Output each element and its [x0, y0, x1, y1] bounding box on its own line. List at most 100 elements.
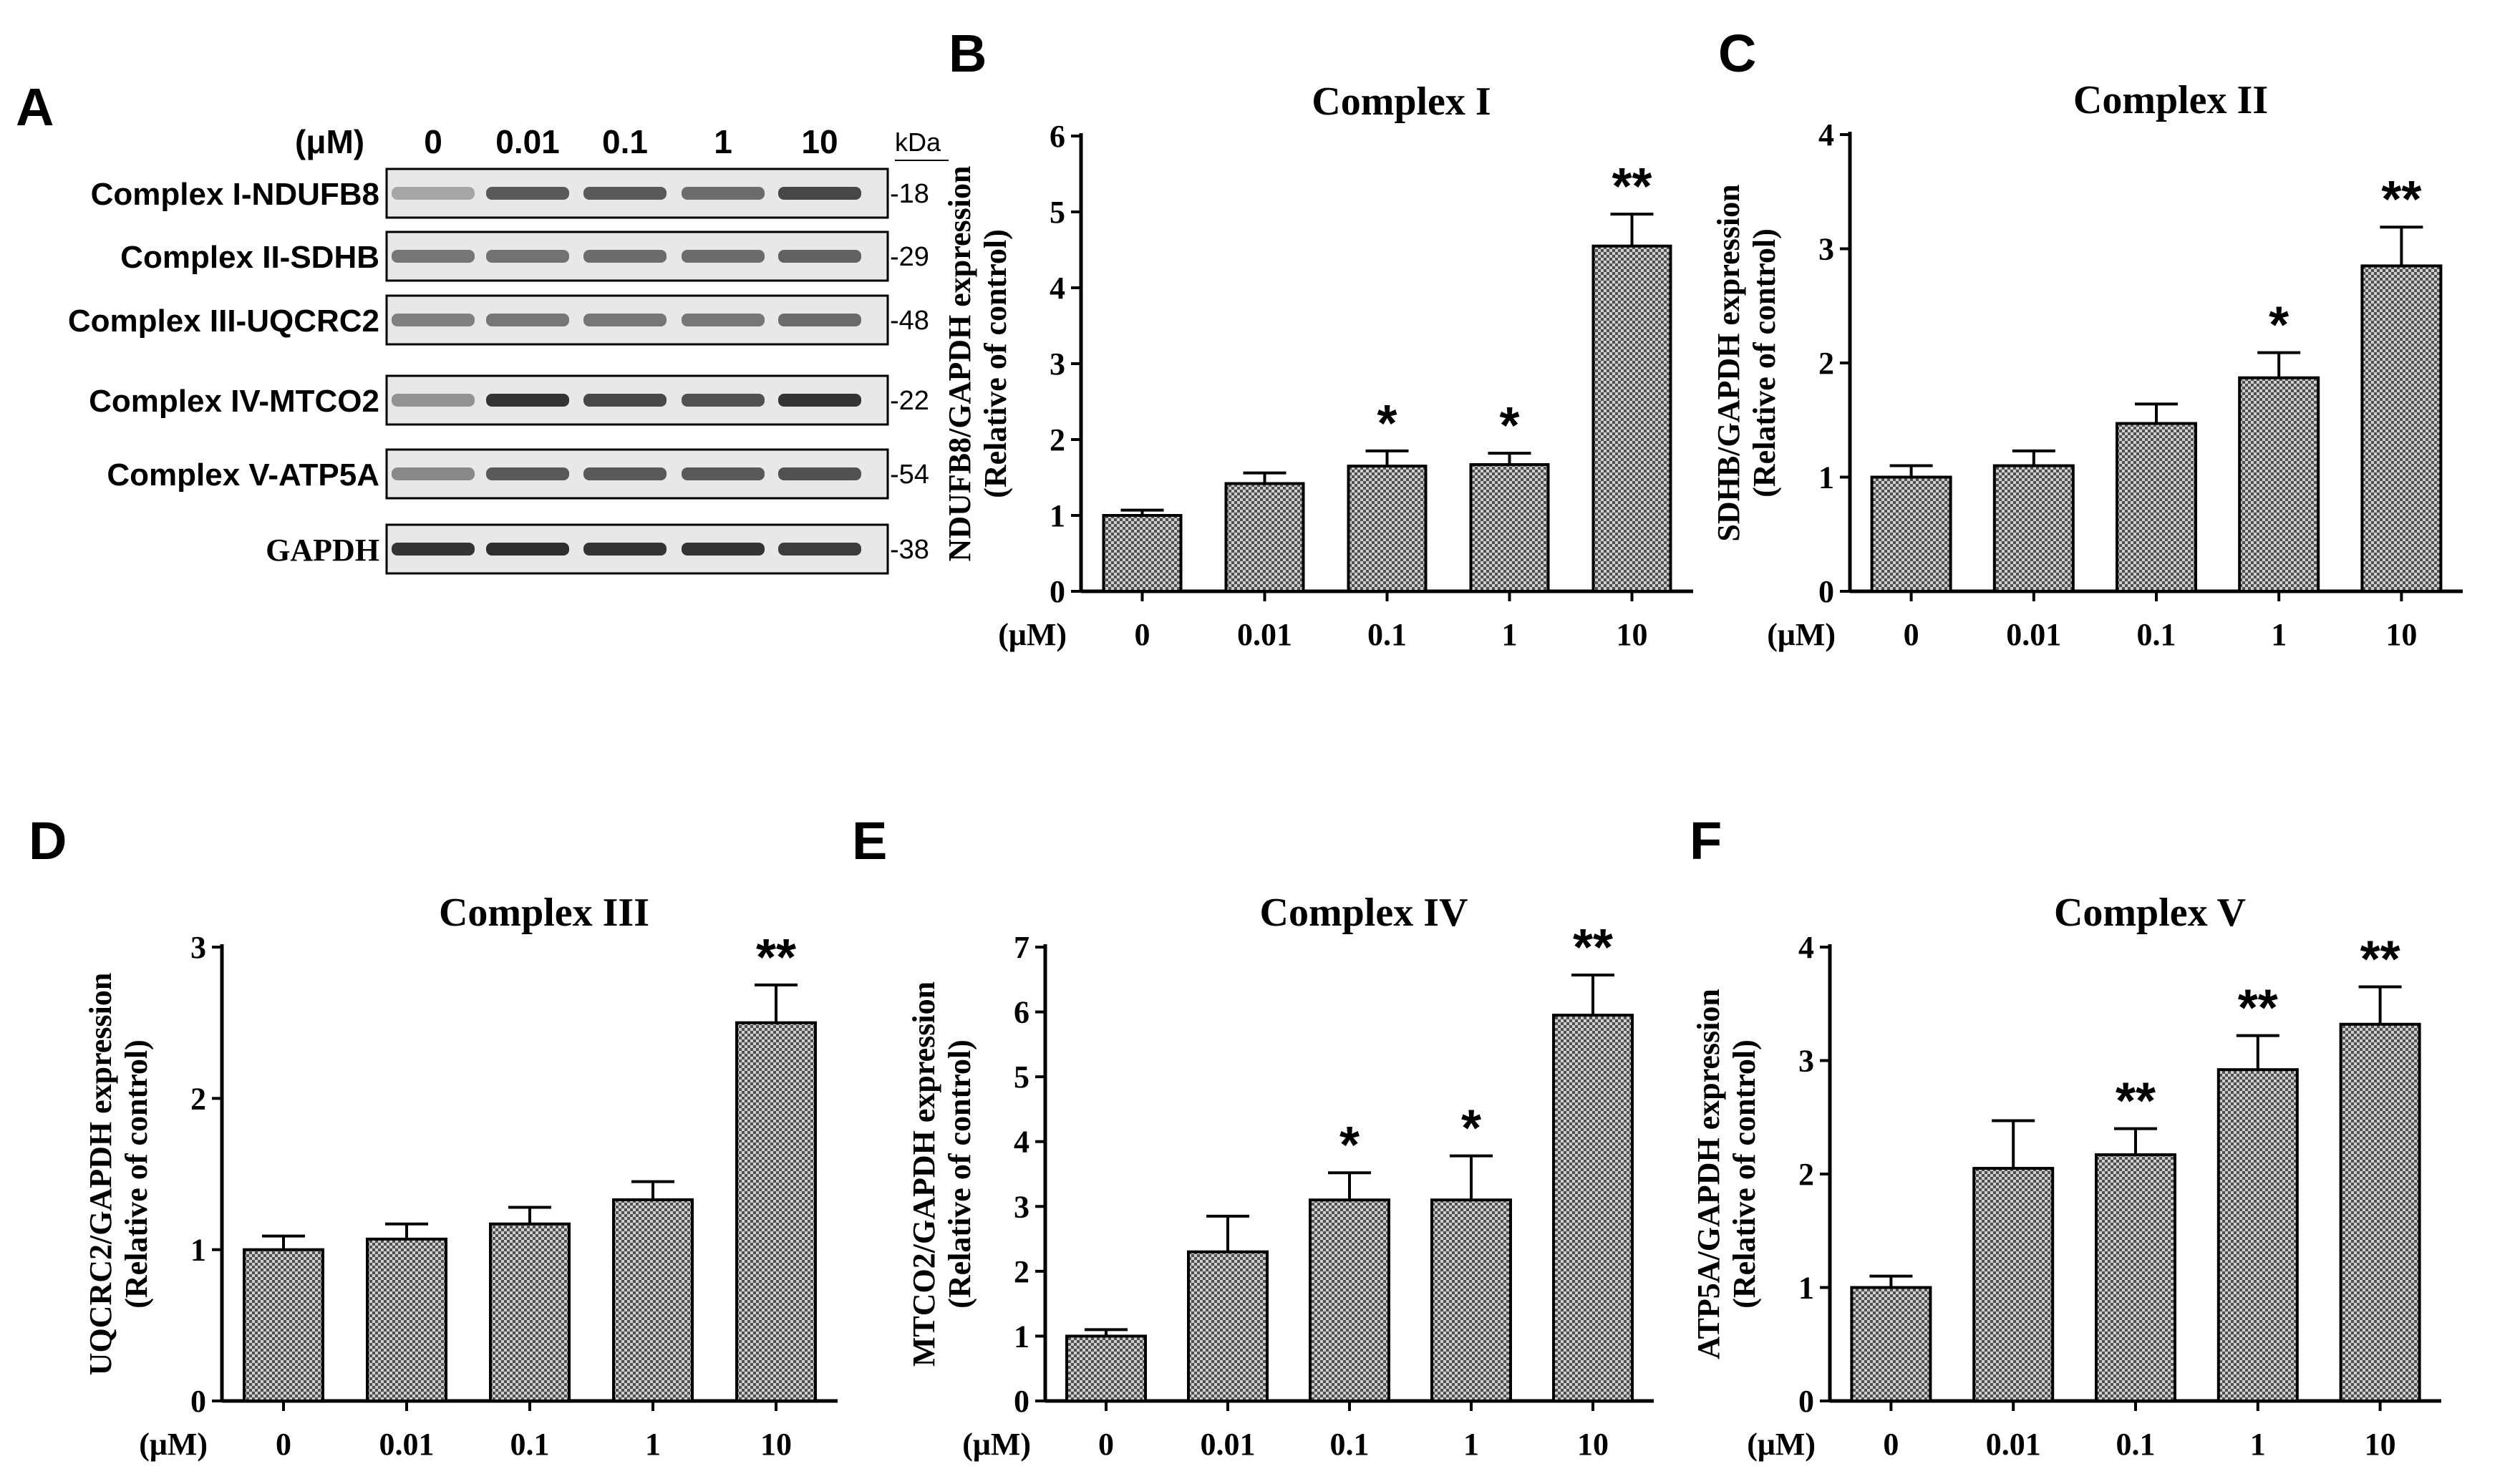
blot-dose-label: 10	[801, 123, 838, 160]
blot-band	[392, 394, 475, 407]
bar	[1552, 1014, 1634, 1402]
blot-band	[778, 314, 861, 326]
y-tick-label: 6	[1014, 995, 1029, 1030]
x-tick-label: 0.01	[1201, 1427, 1256, 1462]
y-tick-label: 0	[1818, 574, 1834, 609]
x-unit-label: (μM)	[139, 1427, 208, 1462]
x-tick-label: 1	[2250, 1427, 2266, 1462]
y-axis-label: UQCRC2/GAPDH expression	[83, 973, 118, 1376]
western-blot-panel: A (μM) kDa 0 0.01 0.1 1 10 Complex I-NDUFB8 -…	[16, 77, 949, 575]
bar	[1347, 465, 1428, 593]
y-tick-label: 2	[1014, 1254, 1029, 1289]
chart-panel-f: F Complex V ATP5A/GAPDH expression (Relativ…	[1690, 811, 2441, 1462]
bar	[489, 1222, 571, 1402]
bar	[1309, 1198, 1390, 1402]
blot-dose-label: 0.1	[602, 123, 648, 160]
y-tick-label: 1	[190, 1233, 206, 1268]
blot-kda-marker: -38	[890, 535, 929, 565]
significance-marker: **	[756, 929, 796, 986]
y-axis-label-secondary: (Relative of control)	[942, 1039, 977, 1309]
blot-row-label: GAPDH	[266, 533, 379, 568]
x-tick-label: 0.1	[1367, 617, 1407, 652]
x-tick-label: 0.1	[510, 1427, 550, 1462]
x-tick-label: 1	[1502, 617, 1518, 652]
blot-band	[583, 394, 667, 407]
blot-row: Complex IV-MTCO2 -22	[89, 374, 929, 426]
significance-marker: **	[2360, 931, 2400, 988]
blot-row-label: Complex III-UQCRC2	[68, 304, 379, 339]
blot-row: Complex III-UQCRC2 -48	[68, 294, 929, 346]
blot-band	[778, 187, 861, 200]
x-tick-label: 0	[1135, 617, 1150, 652]
blot-band	[486, 187, 569, 200]
blot-kda-label: kDa	[895, 127, 941, 157]
blot-band	[682, 467, 765, 480]
x-tick-label: 10	[2365, 1427, 2396, 1462]
blot-kda-marker: -48	[890, 306, 929, 336]
significance-marker: *	[1461, 1100, 1481, 1158]
y-tick-label: 6	[1050, 119, 1065, 154]
y-tick-label: 0	[1798, 1384, 1814, 1419]
y-axis-label: ATP5A/GAPDH expression	[1691, 989, 1726, 1359]
significance-marker: **	[2238, 980, 2278, 1037]
bar	[243, 1248, 324, 1402]
blot-unit-label: (μM)	[295, 123, 364, 160]
blot-row: Complex II-SDHB -29	[120, 231, 929, 282]
significance-marker: **	[1573, 919, 1613, 976]
panel-letter: E	[852, 811, 887, 870]
chart-title: Complex III	[439, 891, 649, 935]
chart-title: Complex V	[2054, 891, 2246, 935]
blot-band	[392, 314, 475, 326]
significance-marker: *	[1499, 397, 1519, 455]
bar	[1187, 1250, 1269, 1402]
blot-band	[682, 314, 765, 326]
x-tick-label: 10	[760, 1427, 792, 1462]
x-tick-label: 10	[1577, 1427, 1609, 1462]
blot-band	[682, 187, 765, 200]
blot-band	[486, 314, 569, 326]
blot-band	[682, 394, 765, 407]
bar	[2339, 1022, 2421, 1402]
blot-kda-marker: -18	[890, 179, 929, 209]
blot-band	[583, 250, 667, 263]
blot-band	[583, 543, 667, 556]
x-tick-label: 0.01	[379, 1427, 435, 1462]
x-tick-label: 10	[2385, 617, 2417, 652]
y-tick-label: 2	[1798, 1157, 1814, 1192]
bar	[2360, 264, 2443, 593]
bar	[1992, 464, 2075, 593]
bar	[1065, 1334, 1147, 1403]
x-tick-label: 0	[276, 1427, 291, 1462]
blot-band	[778, 250, 861, 263]
y-axis-label-secondary: (Relative of control)	[119, 1039, 154, 1309]
bar	[1224, 482, 1305, 593]
y-tick-label: 4	[1818, 117, 1834, 152]
significance-marker: **	[1612, 158, 1652, 215]
blot-band	[392, 467, 475, 480]
bar	[1469, 462, 1550, 593]
x-unit-label: (μM)	[1747, 1427, 1816, 1462]
bar	[2216, 1068, 2299, 1403]
bar	[366, 1237, 447, 1402]
blot-row-label: Complex I-NDUFB8	[91, 177, 379, 212]
y-axis-label-secondary: (Relative of control)	[1727, 1039, 1762, 1309]
y-tick-label: 5	[1050, 195, 1065, 230]
blot-row: Complex I-NDUFB8 -18	[91, 168, 929, 219]
bar	[612, 1198, 694, 1402]
y-tick-label: 1	[1818, 460, 1834, 495]
y-tick-label: 0	[1050, 574, 1065, 609]
y-axis-label-secondary: (Relative of control)	[978, 229, 1013, 498]
blot-band	[778, 467, 861, 480]
y-tick-label: 5	[1014, 1059, 1029, 1095]
x-tick-label: 1	[645, 1427, 661, 1462]
panel-letter-a: A	[16, 77, 54, 137]
panel-letter: B	[949, 24, 987, 83]
blot-row-label: Complex V-ATP5A	[107, 457, 379, 493]
blot-band	[392, 187, 475, 200]
y-tick-label: 1	[1014, 1319, 1029, 1354]
blot-band	[778, 543, 861, 556]
blot-band	[486, 467, 569, 480]
blot-band	[682, 250, 765, 263]
bar	[2238, 376, 2320, 593]
